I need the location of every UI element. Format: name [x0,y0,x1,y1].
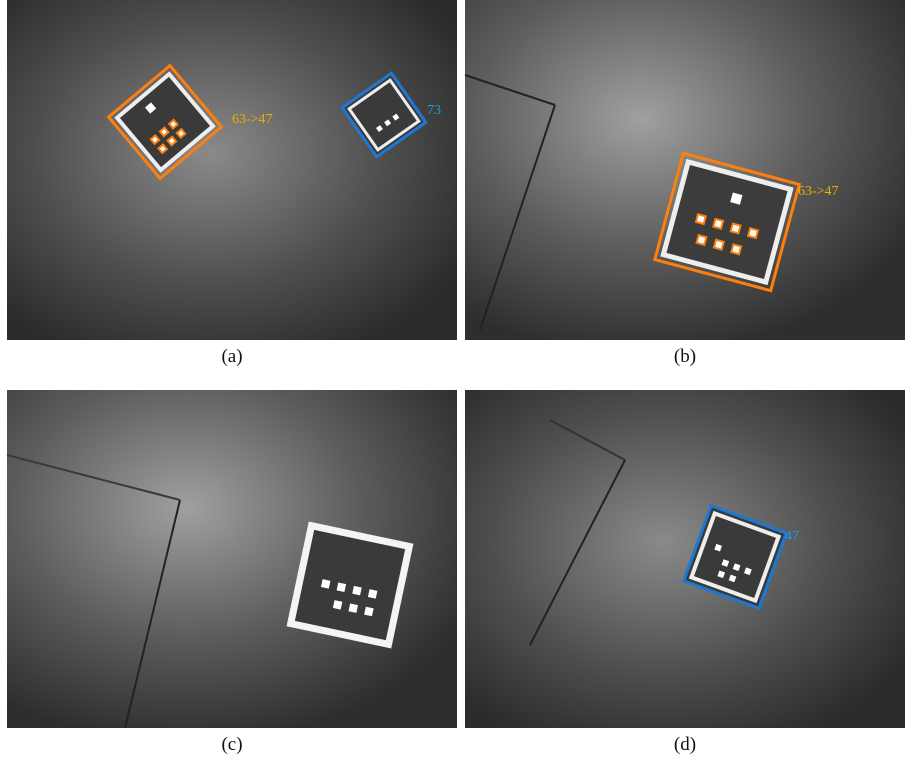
annotation-label: 47 [785,529,799,544]
photo [7,0,457,340]
annotation-label: 63->47 [232,112,273,127]
caption: (d) [674,734,696,755]
figure: 63->47 73 (a) 63->47 (b) [0,0,908,769]
annotation-label: 63->47 [798,184,839,199]
photo [465,390,905,728]
caption: (c) [221,734,242,755]
caption: (a) [221,346,242,367]
panel-b: 63->47 [465,0,905,340]
caption: (b) [674,346,696,367]
marker [291,526,410,645]
annotation-label: 73 [427,103,441,118]
panel-c [7,390,457,728]
panel-a: 63->47 73 [7,0,457,340]
panel-d: 47 [465,390,905,728]
